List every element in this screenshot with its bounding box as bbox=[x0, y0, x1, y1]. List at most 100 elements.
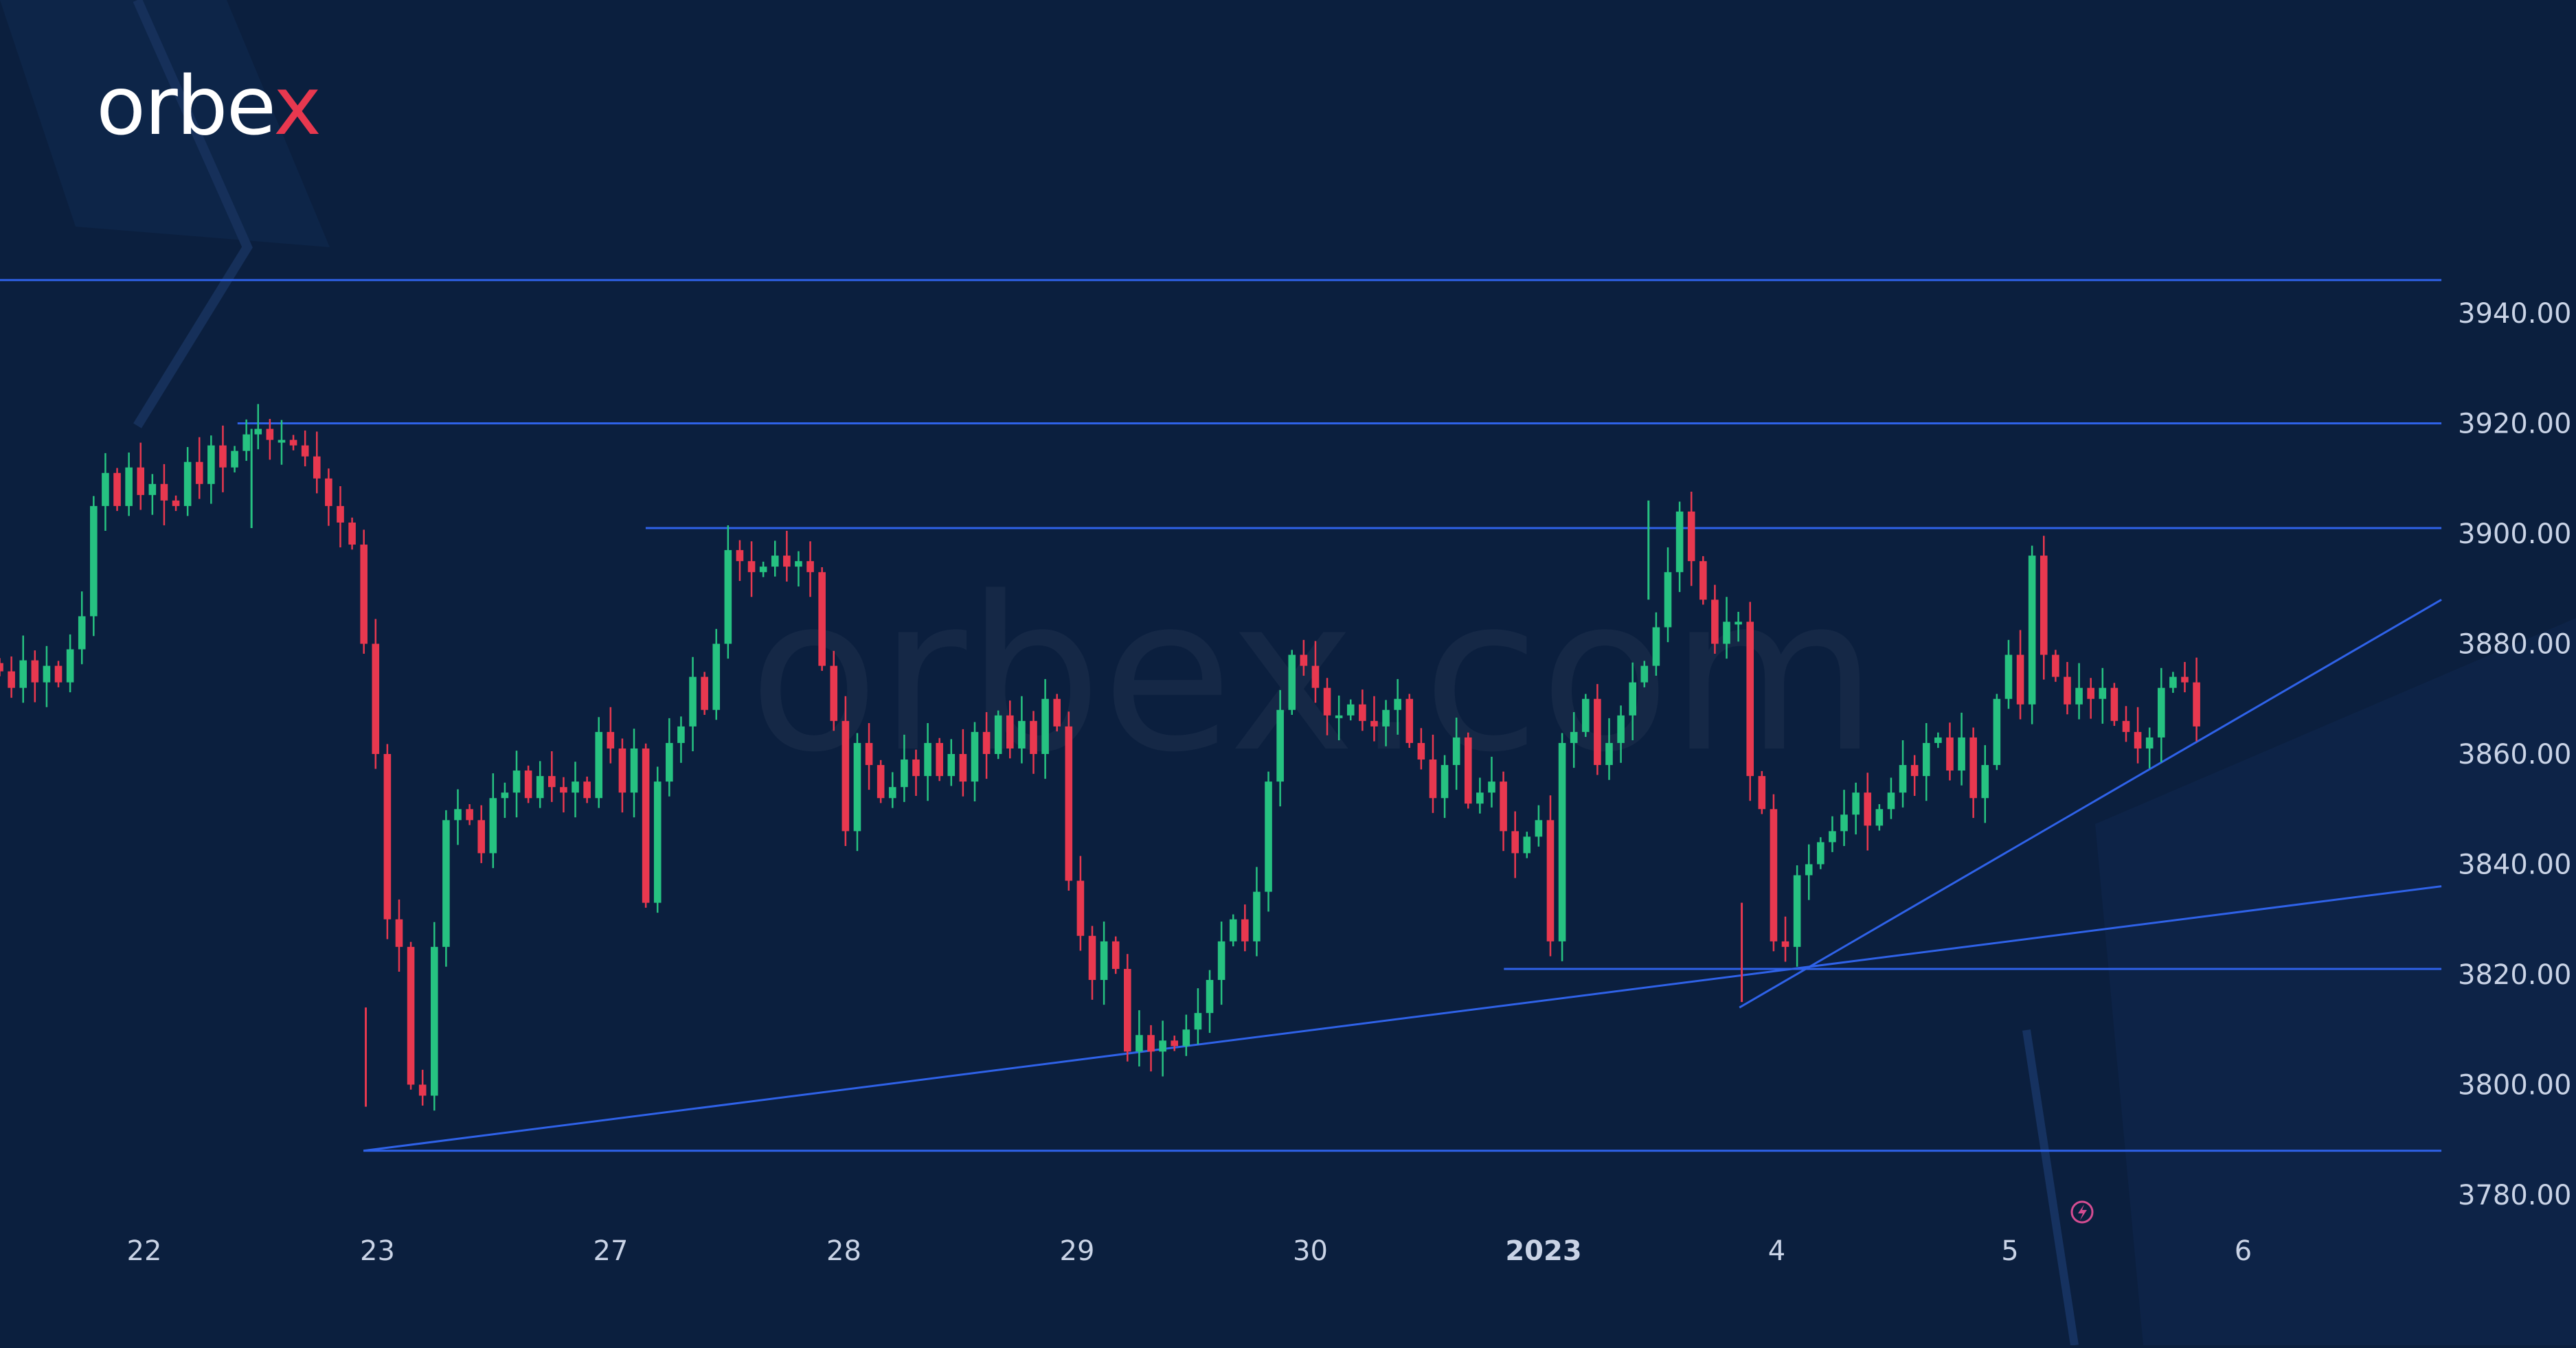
candle-body bbox=[1887, 792, 1895, 810]
y-tick-label: 3820.00 bbox=[2458, 959, 2571, 991]
candle-body bbox=[2004, 654, 2013, 699]
candle-body bbox=[1488, 781, 1495, 793]
trend-line-6[interactable] bbox=[1739, 599, 2442, 1009]
candle-body bbox=[841, 720, 850, 832]
candle-body bbox=[501, 792, 509, 799]
candle-body bbox=[642, 748, 650, 903]
candle-body bbox=[1370, 720, 1378, 727]
candle-body bbox=[477, 820, 485, 854]
y-tick-label: 3840.00 bbox=[2458, 849, 2571, 881]
candle-body bbox=[1394, 698, 1401, 710]
candle-body bbox=[2075, 687, 2083, 705]
candle-body bbox=[1594, 698, 1601, 766]
candle-body bbox=[1464, 737, 1472, 804]
candle-body bbox=[1687, 511, 1695, 562]
candle-body bbox=[1265, 781, 1272, 892]
x-tick-label: 27 bbox=[594, 1235, 629, 1267]
candle-body bbox=[2169, 676, 2177, 688]
candle-body bbox=[994, 715, 1002, 754]
candle-body bbox=[1805, 864, 1813, 876]
candle-body bbox=[466, 809, 473, 821]
candle-body bbox=[1253, 891, 1261, 941]
candle-body bbox=[1417, 742, 1425, 760]
candle-body bbox=[360, 545, 368, 644]
candle-body bbox=[66, 649, 74, 683]
candle-body bbox=[1934, 737, 1942, 743]
candle-body bbox=[1452, 737, 1460, 766]
candle-body bbox=[442, 820, 450, 947]
candle-body bbox=[2087, 687, 2094, 699]
candle-body bbox=[313, 456, 321, 479]
candle-body bbox=[219, 445, 227, 468]
candle-body bbox=[630, 748, 638, 793]
orbex-logo: orbex bbox=[96, 65, 321, 146]
candle-body bbox=[1476, 792, 1484, 804]
candle-body bbox=[959, 754, 967, 782]
y-tick-label: 3940.00 bbox=[2458, 298, 2571, 330]
candle-body bbox=[1405, 698, 1414, 743]
candle-body bbox=[736, 550, 744, 562]
candle-body bbox=[512, 770, 521, 793]
candle-body bbox=[759, 567, 767, 573]
candle-body bbox=[818, 572, 826, 666]
candle-body bbox=[1735, 621, 1742, 625]
candle-body bbox=[1523, 836, 1531, 854]
candle-body bbox=[1100, 941, 1108, 981]
candle-body bbox=[1535, 820, 1543, 837]
candle-body bbox=[1511, 831, 1519, 854]
candle-body bbox=[572, 781, 579, 793]
candle-body bbox=[830, 665, 838, 721]
candle-body bbox=[1817, 842, 1824, 865]
candle-body bbox=[677, 726, 685, 743]
candle-body bbox=[1147, 1035, 1155, 1052]
candle-body bbox=[912, 759, 920, 777]
candle-body bbox=[1699, 561, 1707, 600]
candle-body bbox=[2016, 654, 2024, 705]
candle-body bbox=[2193, 682, 2200, 727]
candle-body bbox=[1065, 726, 1073, 881]
candle-body bbox=[1711, 599, 1719, 644]
candle-body bbox=[901, 759, 908, 788]
candle-body bbox=[1500, 781, 1507, 832]
alert-icon[interactable] bbox=[2070, 1200, 2094, 1224]
candle-body bbox=[31, 660, 39, 683]
candle-body bbox=[666, 742, 673, 782]
candle-body bbox=[1359, 704, 1366, 721]
candle-body bbox=[536, 776, 544, 799]
candle-body bbox=[289, 439, 297, 446]
candle-body bbox=[54, 665, 63, 683]
drawn-lines bbox=[0, 279, 2442, 1152]
candle-body bbox=[548, 776, 556, 788]
candle-body bbox=[1194, 1013, 1202, 1030]
candle-body bbox=[1969, 737, 1977, 799]
candle-body bbox=[1958, 737, 1965, 771]
candle-body bbox=[1781, 941, 1789, 947]
candle-body bbox=[924, 742, 931, 777]
candle-body bbox=[1758, 776, 1766, 810]
candle-body bbox=[1206, 980, 1214, 1014]
candle-body bbox=[1311, 665, 1320, 688]
trend-line-5[interactable] bbox=[363, 885, 2442, 1152]
candle-body bbox=[1300, 654, 1308, 666]
candle-body bbox=[618, 748, 626, 793]
candle-body bbox=[1111, 941, 1120, 969]
candle-body bbox=[1053, 698, 1061, 727]
logo-text: orbe bbox=[96, 58, 275, 153]
candle-body bbox=[1746, 621, 1754, 777]
candle-body bbox=[971, 731, 979, 782]
candle-body bbox=[1922, 742, 1930, 777]
candle-body bbox=[1276, 709, 1284, 782]
candle-body bbox=[2040, 556, 2048, 655]
x-tick-label: 23 bbox=[360, 1235, 395, 1267]
candle-body bbox=[1852, 792, 1860, 815]
x-tick-label: 4 bbox=[1768, 1235, 1785, 1267]
candle-body bbox=[1382, 709, 1390, 727]
candle-body bbox=[2134, 731, 2142, 749]
y-tick-label: 3920.00 bbox=[2458, 409, 2571, 440]
candle-body bbox=[1346, 704, 1355, 716]
x-tick-label: 2023 bbox=[1505, 1235, 1581, 1267]
candle-body bbox=[712, 643, 721, 710]
candle-body bbox=[1241, 919, 1249, 941]
candle-body bbox=[2064, 676, 2071, 705]
